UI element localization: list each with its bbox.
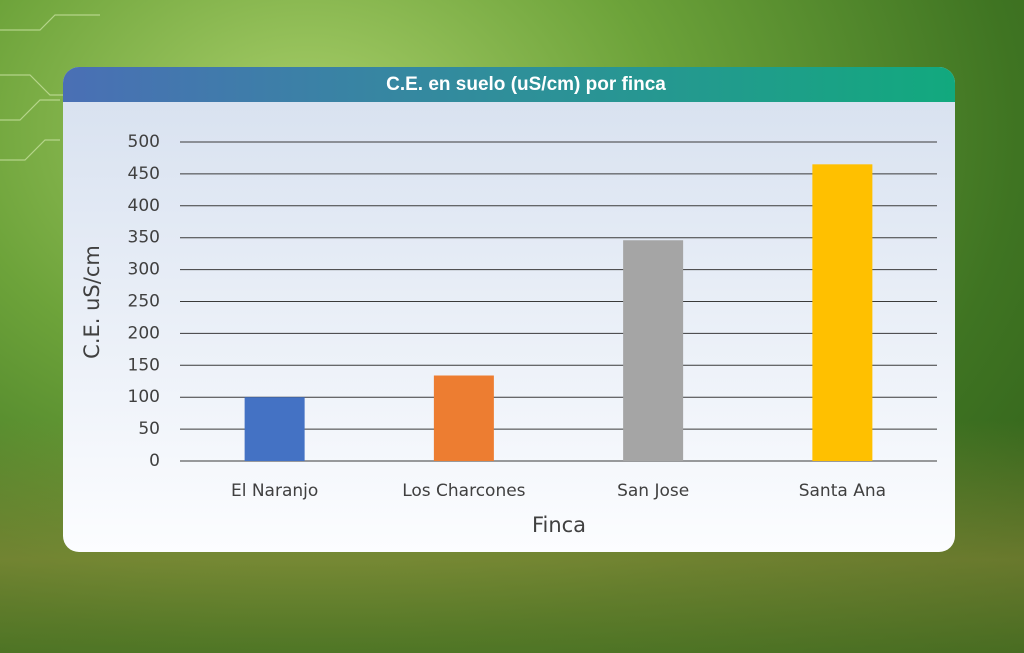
y-tick-label: 300 bbox=[128, 260, 160, 280]
y-tick-label: 100 bbox=[128, 387, 160, 407]
bar bbox=[244, 397, 305, 461]
x-tick-label: San Jose bbox=[617, 481, 689, 501]
bar bbox=[623, 240, 684, 461]
y-axis-title: C.E. uS/cm bbox=[80, 245, 104, 359]
x-tick-label: Los Charcones bbox=[402, 481, 525, 501]
y-tick-label: 0 bbox=[149, 451, 160, 471]
y-tick-label: 50 bbox=[138, 419, 160, 439]
x-tick-label: El Naranjo bbox=[231, 481, 318, 501]
y-tick-label: 150 bbox=[128, 355, 160, 375]
circuit-decoration bbox=[0, 14, 100, 161]
bar bbox=[433, 375, 494, 461]
card bbox=[63, 67, 955, 552]
y-tick-label: 500 bbox=[128, 132, 160, 152]
chart-title: C.E. en suelo (uS/cm) por finca bbox=[386, 74, 666, 95]
y-tick-label: 450 bbox=[128, 164, 160, 184]
y-tick-label: 250 bbox=[128, 292, 160, 312]
x-axis-title: Finca bbox=[532, 513, 586, 537]
y-tick-label: 200 bbox=[128, 323, 160, 343]
x-tick-label: Santa Ana bbox=[799, 481, 886, 501]
card-header bbox=[63, 67, 955, 102]
y-tick-label: 350 bbox=[128, 228, 160, 248]
bar bbox=[812, 164, 873, 461]
y-tick-label: 400 bbox=[128, 196, 160, 216]
